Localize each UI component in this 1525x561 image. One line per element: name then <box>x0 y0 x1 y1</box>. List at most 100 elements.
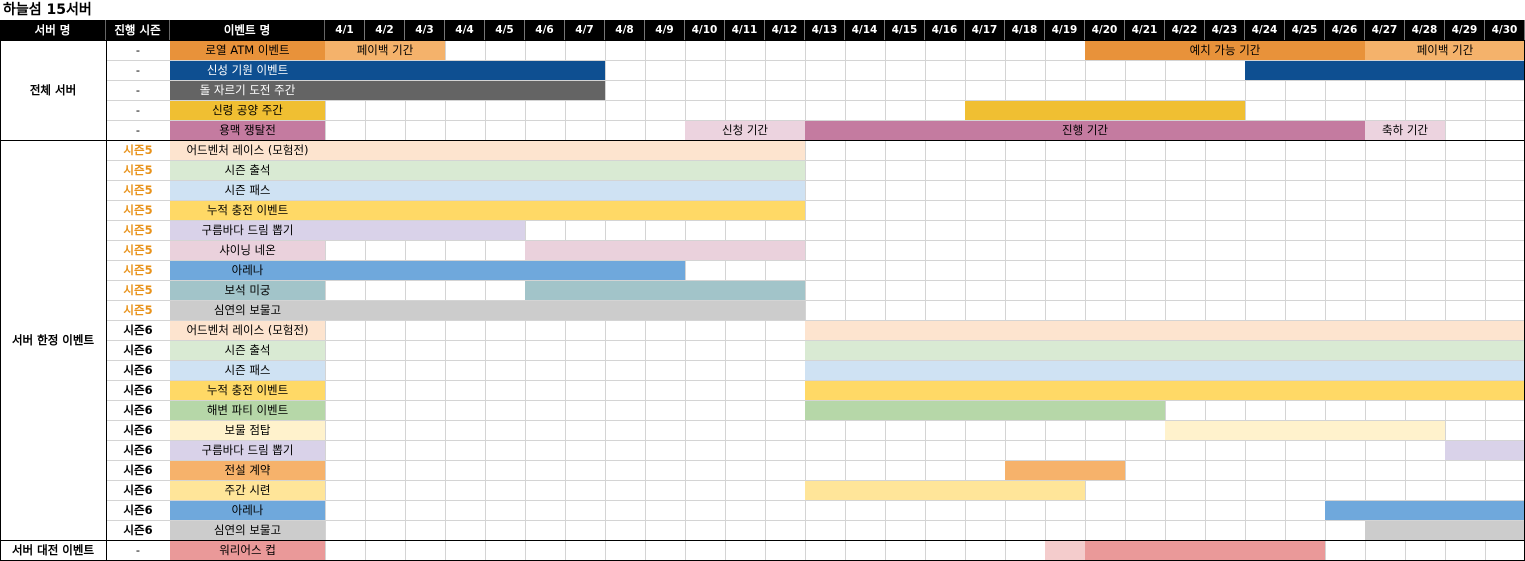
date-header: 4/2 <box>365 20 405 40</box>
event-period-bar <box>325 61 605 80</box>
date-header: 4/22 <box>1165 20 1205 40</box>
date-header: 4/26 <box>1325 20 1365 40</box>
event-period-bar <box>805 341 1525 360</box>
grid-line <box>106 400 1525 401</box>
date-header: 4/29 <box>1445 20 1485 40</box>
event-name-cell: 아레나 <box>170 261 325 280</box>
event-period-bar <box>325 81 605 100</box>
section-border <box>106 40 107 560</box>
date-header: 4/14 <box>845 20 885 40</box>
event-name-cell: 시즌 패스 <box>170 361 325 380</box>
event-period-bar <box>325 261 685 280</box>
event-period-bar <box>1445 441 1525 460</box>
event-period-bar: 페이백 기간 <box>325 41 445 60</box>
date-header: 4/19 <box>1045 20 1085 40</box>
grid-line <box>106 360 1525 361</box>
date-header: 4/20 <box>1085 20 1125 40</box>
event-name-cell: 구름바다 드림 뽑기 <box>170 221 325 240</box>
grid-line <box>106 460 1525 461</box>
date-header: 4/3 <box>405 20 445 40</box>
event-period-bar <box>1325 501 1525 520</box>
date-header: 4/5 <box>485 20 525 40</box>
grid-line <box>106 340 1525 341</box>
event-period-bar <box>325 181 805 200</box>
event-name-cell: 신성 기원 이벤트 <box>170 61 325 80</box>
event-name-cell: 아레나 <box>170 501 325 520</box>
date-header: 4/15 <box>885 20 925 40</box>
column-header-event: 이벤트 명 <box>170 20 325 40</box>
event-period-bar <box>1045 541 1085 560</box>
season-cell: 시즌6 <box>123 383 153 397</box>
season-cell: 시즌6 <box>123 483 153 497</box>
grid-line <box>106 200 1525 201</box>
season-cell: 시즌5 <box>123 243 153 257</box>
event-period-bar <box>1245 61 1525 80</box>
event-period-bar <box>805 381 1525 400</box>
grid-line <box>106 180 1525 181</box>
season-cell: 시즌6 <box>123 443 153 457</box>
date-header: 4/24 <box>1245 20 1285 40</box>
grid-line <box>106 260 1525 261</box>
grid-line <box>106 220 1525 221</box>
season-cell: - <box>135 63 141 77</box>
date-header: 4/8 <box>605 20 645 40</box>
section-border <box>0 40 1525 41</box>
date-header: 4/28 <box>1405 20 1445 40</box>
date-header: 4/27 <box>1365 20 1405 40</box>
date-header: 4/10 <box>685 20 725 40</box>
event-name-cell: 신령 공양 주간 <box>170 101 325 120</box>
grid-line <box>106 480 1525 481</box>
grid-line <box>106 440 1525 441</box>
column-header-season: 진행 시즌 <box>106 20 170 40</box>
season-cell: - <box>135 103 141 117</box>
season-cell: 시즌6 <box>123 343 153 357</box>
season-cell: - <box>135 43 141 57</box>
date-header: 4/9 <box>645 20 685 40</box>
date-header: 4/12 <box>765 20 805 40</box>
grid-line <box>106 100 1525 101</box>
event-period-bar <box>1365 521 1525 540</box>
grid-line <box>106 80 1525 81</box>
grid-line <box>106 280 1525 281</box>
season-cell: 시즌5 <box>123 223 153 237</box>
event-period-bar <box>325 141 805 160</box>
event-period-bar: 예치 가능 기간 <box>1085 41 1365 60</box>
event-name-cell: 돌 자르기 도전 주간 <box>170 81 325 100</box>
server-group-cell: 서버 한정 이벤트 <box>0 140 106 540</box>
event-period-bar <box>805 321 1525 340</box>
event-name-cell: 시즌 출석 <box>170 341 325 360</box>
event-period-bar <box>805 401 1165 420</box>
event-name-cell: 누적 충전 이벤트 <box>170 201 325 220</box>
season-cell: 시즌5 <box>123 163 153 177</box>
season-cell: 시즌6 <box>123 503 153 517</box>
season-cell: 시즌5 <box>123 203 153 217</box>
season-cell: 시즌6 <box>123 423 153 437</box>
event-name-cell: 어드벤처 레이스 (모험전) <box>170 321 325 340</box>
section-border <box>0 540 1525 541</box>
event-name-cell: 샤이닝 네온 <box>170 241 325 260</box>
event-name-cell: 보석 미궁 <box>170 281 325 300</box>
event-period-bar <box>805 361 1525 380</box>
event-name-cell: 시즌 출석 <box>170 161 325 180</box>
season-cell: 시즌5 <box>123 303 153 317</box>
date-header: 4/21 <box>1125 20 1165 40</box>
grid-line <box>106 300 1525 301</box>
date-header: 4/4 <box>445 20 485 40</box>
section-border <box>0 140 1525 141</box>
date-header: 4/23 <box>1205 20 1245 40</box>
season-cell: - <box>135 83 141 97</box>
date-header: 4/7 <box>565 20 605 40</box>
event-period-bar <box>325 221 525 240</box>
event-name-cell: 어드벤처 레이스 (모험전) <box>170 141 325 160</box>
column-header-server: 서버 명 <box>0 20 106 40</box>
date-header: 4/17 <box>965 20 1005 40</box>
date-header: 4/6 <box>525 20 565 40</box>
section-border <box>0 40 1 560</box>
server-group-cell: 서버 대전 이벤트 <box>0 540 106 560</box>
event-name-cell: 구름바다 드림 뽑기 <box>170 441 325 460</box>
date-header: 4/16 <box>925 20 965 40</box>
server-group-cell: 전체 서버 <box>0 40 106 140</box>
date-header: 4/18 <box>1005 20 1045 40</box>
season-cell: 시즌5 <box>123 143 153 157</box>
